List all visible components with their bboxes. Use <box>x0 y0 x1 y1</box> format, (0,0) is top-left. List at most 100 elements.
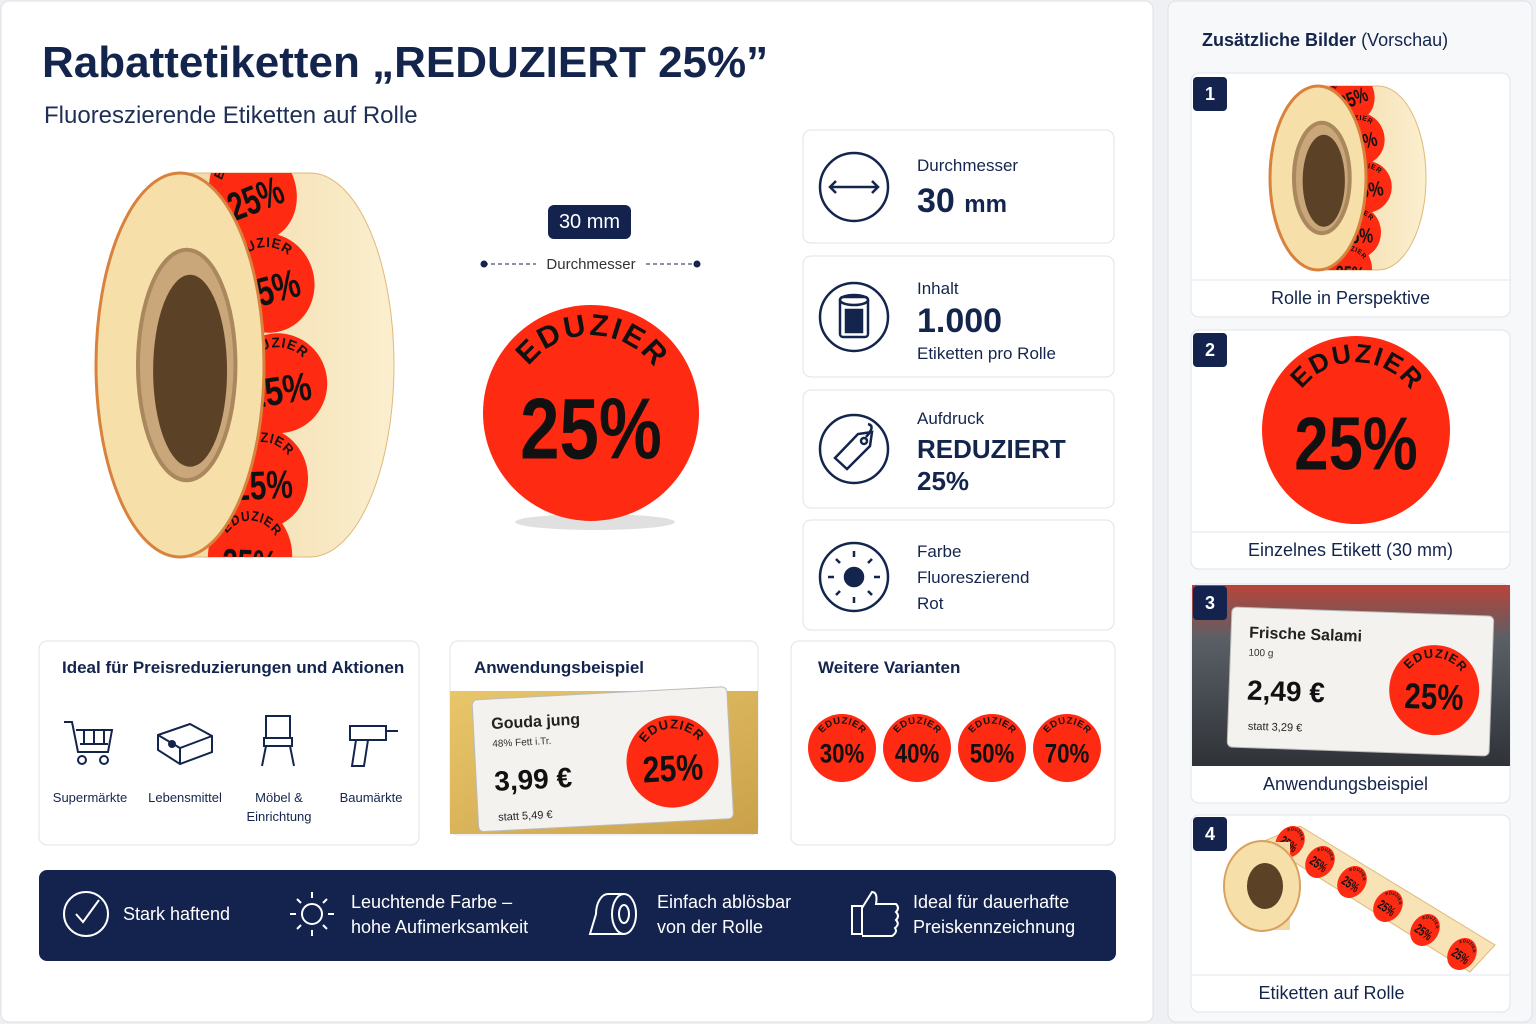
old-price: statt 5,49 € <box>498 809 553 824</box>
spec-note: Etiketten pro Rolle <box>917 344 1056 363</box>
spec-label: Aufdruck <box>917 409 985 428</box>
sticker-value: 25% <box>1294 402 1417 486</box>
spec-number: 30 <box>917 182 955 220</box>
sticker-disc <box>1033 714 1101 782</box>
spec-value: 30 mm <box>917 182 1007 221</box>
roll-hole <box>1302 134 1345 227</box>
sticker-disc <box>1389 645 1480 736</box>
spec-line: Rot <box>917 594 944 613</box>
roll-hole <box>153 274 228 467</box>
price-card: Gouda jung 48% Fett i.Tr. 3,99 € statt 5,49… <box>471 686 734 833</box>
sidebar-note: (Vorschau) <box>1361 30 1449 50</box>
sticker: REDUZIERT50% <box>958 714 1026 782</box>
sticker-disc <box>1262 336 1450 524</box>
sticker-value: 25% <box>520 380 662 477</box>
label-roll: REDUZIERT25%REDUZIERT25%REDUZIERT25%REDU… <box>1268 84 1427 286</box>
preview-number: 1 <box>1193 77 1227 111</box>
variants-card <box>790 640 1116 846</box>
preview-number: 2 <box>1193 333 1227 367</box>
usage-item: Baumärkte <box>339 790 403 805</box>
usage-card <box>38 640 420 846</box>
sticker-disc <box>808 714 876 782</box>
usage-title: Ideal für Preisreduzierungen und Aktione… <box>62 658 405 677</box>
price-card: Frische Salami 100 g 2,49 € statt 3,29 € RED… <box>1226 606 1495 757</box>
sticker-value: 25% <box>642 748 704 792</box>
feature: Ideal für dauerhafte Preiskennzeichnung <box>913 892 1076 937</box>
subtitle: Fluoreszierende Etiketten auf Rolle <box>44 102 418 129</box>
preview-number: 4 <box>1193 817 1227 851</box>
sticker-value: 30% <box>820 738 865 769</box>
sticker-disc <box>1337 866 1367 898</box>
sticker-value: 70% <box>1045 738 1090 769</box>
variants-title: Weitere Varianten <box>818 658 961 677</box>
sticker: REDUZIERT30% <box>808 714 876 782</box>
sticker-disc <box>207 506 293 557</box>
sticker-disc <box>1410 914 1440 946</box>
roll-hole <box>1247 863 1283 909</box>
usage-item: Möbel & Einrichtung <box>246 790 312 824</box>
spec-label: Inhalt <box>917 279 959 298</box>
product-name: Frische Salami <box>1249 625 1362 646</box>
preview-caption: Etiketten auf Rolle <box>1258 983 1405 1003</box>
usage-icons <box>64 715 398 767</box>
dimension-label: Durchmesser <box>546 256 636 273</box>
spec-line: Fluoreszierend <box>917 568 1030 587</box>
sticker-disc <box>883 714 951 782</box>
sidebar-title-text: Zusätzliche Bilder <box>1202 30 1357 50</box>
strip: REDUZIERT25%REDUZIERT25%REDUZIERT25%REDU… <box>1260 822 1496 973</box>
spec-value: 1.000 <box>917 302 1003 340</box>
sticker: REDUZIERT40% <box>883 714 951 782</box>
small-roll <box>1223 840 1301 932</box>
sticker-value: 25% <box>1335 261 1365 286</box>
spec-icons <box>818 151 890 613</box>
sticker-disc <box>626 715 719 808</box>
size-badge: 30 mm <box>548 205 631 239</box>
dimension-end <box>693 260 701 268</box>
sticker-disc <box>483 305 699 521</box>
sticker-value: 25% <box>221 541 278 588</box>
sticker-value: 40% <box>895 738 940 769</box>
price: 2,49 € <box>1247 675 1326 709</box>
usage-item: Lebensmittel <box>148 790 222 805</box>
spec-line: REDUZIERT <box>917 434 1066 464</box>
spec-card <box>802 519 1115 631</box>
sticker: REDUZIERT70% <box>1033 714 1101 782</box>
preview-caption: Rolle in Perspektive <box>1270 288 1431 308</box>
sticker-disc <box>1305 846 1335 878</box>
example-title: Anwendungsbeispiel <box>474 658 645 677</box>
sticker-disc <box>1447 938 1477 970</box>
label-roll: REDUZIERT25%REDUZIERT25%REDUZIERT25%REDU… <box>94 171 395 588</box>
sticker-disc <box>958 714 1026 782</box>
spec-unit: mm <box>964 191 1007 218</box>
preview-number: 3 <box>1193 586 1227 620</box>
preview-caption: Anwendungsbeispiel <box>1262 774 1429 794</box>
spec-line: 25% <box>917 466 970 496</box>
feature-bar <box>39 870 1116 961</box>
usage-item: Supermärkte <box>52 790 128 805</box>
preview-caption: Einzelnes Etikett (30 mm) <box>1247 540 1454 560</box>
product-detail: 48% Fett i.Tr. <box>492 736 552 750</box>
product-name: Gouda jung <box>491 711 581 733</box>
product-detail: 100 g <box>1248 648 1273 660</box>
sticker-disc <box>1373 890 1403 922</box>
old-price: statt 3,29 € <box>1248 721 1303 735</box>
sticker-value: 25% <box>1404 675 1464 717</box>
spec-label: Farbe <box>917 542 962 561</box>
feature: Stark haftend <box>123 904 231 924</box>
sidebar-title: Zusätzliche Bilder (Vorschau) <box>1202 30 1448 51</box>
sticker-value: 50% <box>970 738 1015 769</box>
spec-card <box>802 389 1115 509</box>
spec-label: Durchmesser <box>917 156 1019 175</box>
spec-card <box>802 255 1115 378</box>
spec-card <box>802 129 1115 244</box>
feature-icons <box>63 890 899 937</box>
